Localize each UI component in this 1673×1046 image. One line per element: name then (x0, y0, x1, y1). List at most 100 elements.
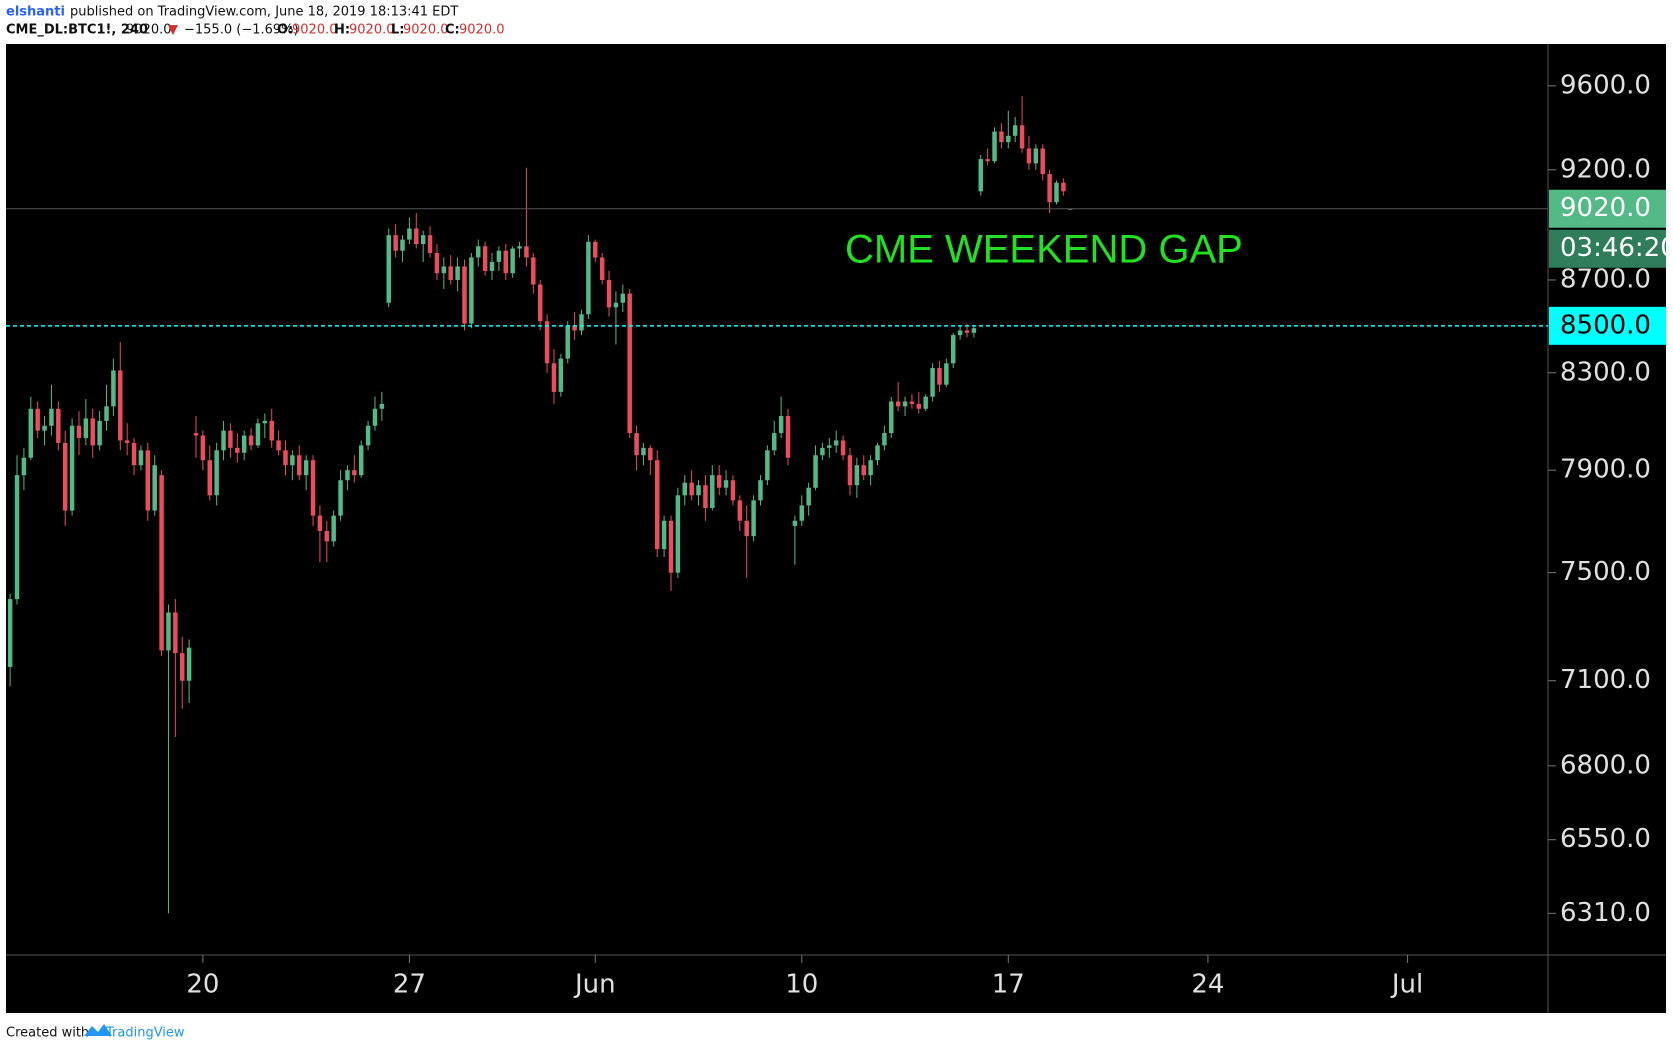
candle-body (751, 500, 756, 537)
candle-body (283, 450, 288, 466)
candle-body (131, 442, 137, 466)
candle-body (207, 460, 213, 496)
countdown-box (1549, 229, 1666, 268)
candle-body (985, 159, 990, 162)
candle-body (379, 403, 385, 409)
candle-body (56, 408, 61, 443)
candle-body (1040, 148, 1045, 175)
candle-body (214, 450, 219, 496)
candle-body (49, 408, 54, 426)
candle-body (510, 248, 515, 274)
candle-body (1026, 148, 1032, 164)
chart-background (6, 44, 1666, 1013)
candle-body (778, 416, 784, 434)
candle-body (104, 406, 109, 421)
candle-body (248, 435, 254, 446)
y-tick-label: 7100.0 (1560, 665, 1651, 695)
candle-body (902, 401, 908, 407)
candle-body (537, 284, 543, 322)
candle-body (565, 325, 570, 359)
open-value: 9020.0 (292, 23, 338, 38)
author[interactable]: elshanti (6, 5, 65, 20)
tradingview-brand[interactable]: TradingView (105, 1026, 185, 1041)
candle-body (551, 363, 557, 392)
candle-body (937, 368, 942, 385)
last-value: 9020.0 (126, 23, 172, 38)
candle-body (806, 487, 811, 506)
candle-body (964, 330, 970, 333)
candle-body (365, 425, 371, 446)
candle-body (654, 460, 660, 550)
candle-body (69, 425, 75, 511)
candle-body (730, 480, 736, 501)
y-tick-label: 8300.0 (1560, 357, 1651, 387)
candle-body (861, 465, 866, 476)
candle-body (482, 246, 488, 271)
candle-body (345, 470, 350, 481)
candle-body (159, 475, 164, 651)
candle-body (957, 330, 963, 336)
candle-body (179, 653, 185, 681)
candle-body (889, 401, 894, 434)
close-value: 9020.0 (459, 23, 505, 38)
y-tick-label: 7500.0 (1560, 557, 1651, 587)
candle-body (173, 612, 178, 654)
last-price-box (1549, 189, 1666, 228)
candle-body (393, 235, 398, 251)
candle-body (737, 500, 743, 521)
candle-body (200, 435, 206, 461)
candle-body (90, 418, 95, 446)
candle-body (524, 246, 529, 258)
y-tick-label: 9600.0 (1560, 70, 1651, 100)
symbol: CME_DL:BTC1!, 240 (6, 23, 148, 38)
candle-body (427, 235, 433, 253)
candle-body (496, 250, 502, 262)
candle-body (840, 440, 846, 456)
candle-body (138, 450, 144, 466)
candle-body (297, 455, 302, 476)
candle-body (710, 475, 715, 508)
x-tick-label: Jul (1390, 970, 1423, 1000)
candle-body (434, 252, 440, 274)
candle-body (1006, 135, 1011, 143)
candle-body (1054, 182, 1059, 203)
candle-body (193, 433, 199, 436)
candle-body (97, 420, 102, 446)
candle-body (7, 599, 13, 667)
candle-body (317, 515, 323, 532)
low-label: L: (391, 23, 404, 38)
level-label: 8500.0 (1560, 310, 1651, 340)
candle-body (462, 266, 467, 324)
change: −155.0 (−1.69%) (184, 23, 299, 38)
candle-body (111, 370, 116, 407)
candle-body (152, 465, 157, 511)
candle-body (42, 425, 47, 431)
open-label: O: (277, 23, 293, 38)
candle-body (455, 266, 460, 280)
candle-body (503, 250, 509, 274)
candle-body (634, 433, 639, 456)
candle-body (303, 460, 309, 476)
candle-body (833, 440, 839, 446)
candle-body (620, 293, 626, 303)
candle-body (386, 235, 391, 303)
x-tick-label: 17 (992, 970, 1025, 1000)
candle-body (682, 482, 687, 496)
candle-body (696, 485, 701, 496)
candle-body (875, 445, 880, 461)
candle-body (1047, 174, 1052, 203)
candle-body (758, 480, 763, 501)
candle-body (62, 442, 68, 511)
candle-body (166, 612, 171, 651)
candle-body (531, 257, 536, 285)
candle-body (76, 425, 82, 438)
candle-body (978, 159, 984, 192)
candle-body (290, 455, 295, 466)
candle-body (648, 447, 653, 461)
candle-body (35, 408, 40, 431)
candle-body (930, 368, 935, 397)
candle-body (489, 261, 495, 271)
candle-body (992, 131, 997, 162)
candle-body (909, 401, 915, 404)
candle-body (1019, 125, 1025, 149)
